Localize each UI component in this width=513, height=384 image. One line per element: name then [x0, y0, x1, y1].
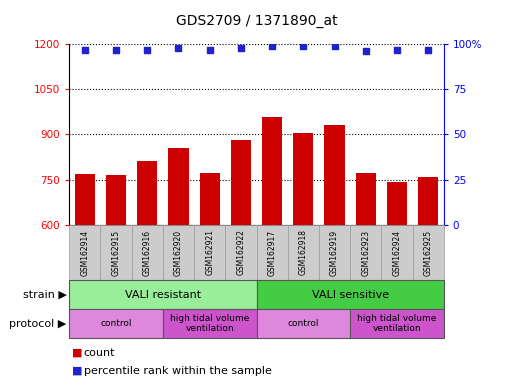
Text: GSM162925: GSM162925	[424, 229, 432, 276]
Text: GSM162921: GSM162921	[205, 230, 214, 275]
Text: GDS2709 / 1371890_at: GDS2709 / 1371890_at	[175, 14, 338, 28]
Text: count: count	[84, 348, 115, 358]
Text: control: control	[101, 319, 132, 328]
Text: ■: ■	[72, 348, 82, 358]
Text: GSM162920: GSM162920	[174, 229, 183, 276]
Text: GSM162916: GSM162916	[143, 229, 152, 276]
Point	[237, 45, 245, 51]
Point	[206, 46, 214, 53]
Text: control: control	[288, 319, 319, 328]
Text: high tidal volume
ventilation: high tidal volume ventilation	[357, 314, 437, 333]
Bar	[231, 139, 251, 225]
Point	[299, 43, 307, 49]
Point	[424, 46, 432, 53]
Point	[393, 46, 401, 53]
Bar	[356, 172, 376, 225]
Text: GSM162924: GSM162924	[392, 229, 402, 276]
Point	[143, 46, 151, 53]
Point	[362, 48, 370, 55]
Bar	[75, 174, 95, 225]
Text: GSM162919: GSM162919	[330, 229, 339, 276]
Bar	[387, 182, 407, 225]
Text: strain ▶: strain ▶	[23, 290, 67, 300]
Point	[81, 46, 89, 53]
Text: GSM162922: GSM162922	[236, 230, 245, 275]
Bar	[106, 175, 126, 225]
Text: VALI resistant: VALI resistant	[125, 290, 201, 300]
Point	[330, 43, 339, 49]
Bar	[137, 162, 157, 225]
Point	[174, 45, 183, 51]
Bar	[293, 133, 313, 225]
Text: high tidal volume
ventilation: high tidal volume ventilation	[170, 314, 249, 333]
Point	[112, 46, 120, 53]
Bar	[418, 177, 438, 225]
Bar	[200, 173, 220, 225]
Text: protocol ▶: protocol ▶	[9, 318, 67, 329]
Bar	[168, 148, 189, 225]
Text: GSM162915: GSM162915	[111, 229, 121, 276]
Text: percentile rank within the sample: percentile rank within the sample	[84, 366, 271, 376]
Bar	[324, 125, 345, 225]
Text: GSM162917: GSM162917	[268, 229, 277, 276]
Point	[268, 43, 276, 49]
Bar	[262, 117, 282, 225]
Text: GSM162914: GSM162914	[81, 229, 89, 276]
Text: ■: ■	[72, 366, 82, 376]
Text: VALI sensitive: VALI sensitive	[311, 290, 389, 300]
Text: GSM162923: GSM162923	[361, 229, 370, 276]
Text: GSM162918: GSM162918	[299, 230, 308, 275]
